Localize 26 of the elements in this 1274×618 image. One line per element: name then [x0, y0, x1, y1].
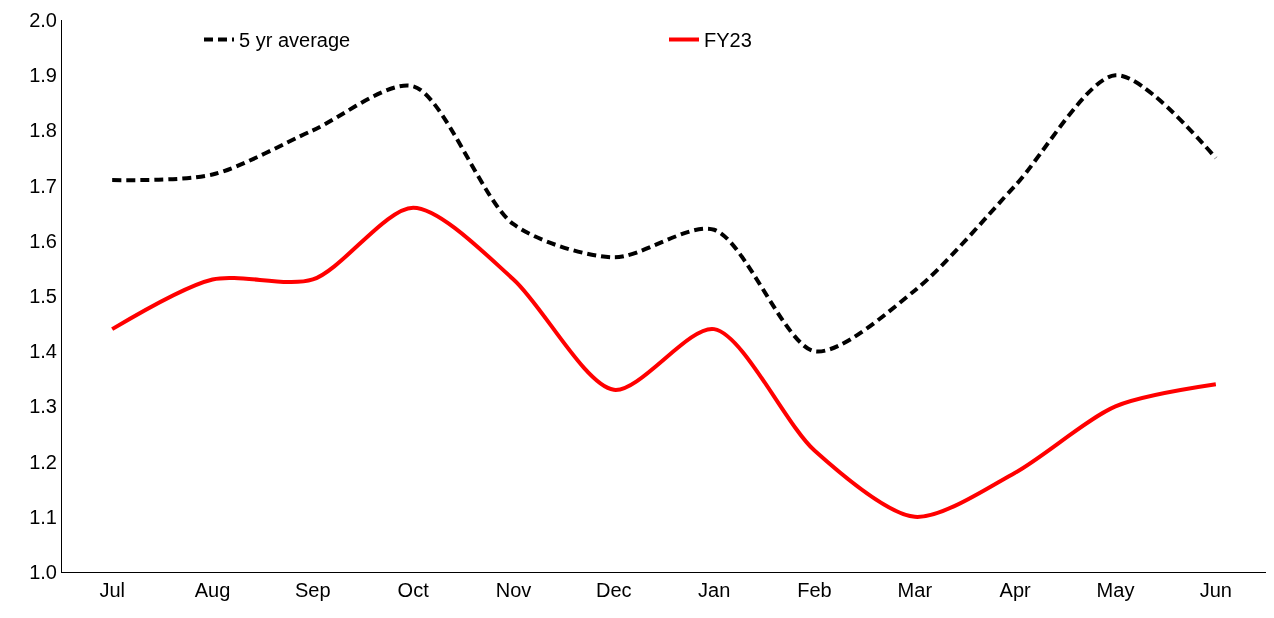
- x-tick-label: Apr: [999, 579, 1032, 601]
- x-tick-label: Nov: [495, 579, 532, 601]
- y-tick-label: 1.3: [29, 395, 57, 418]
- y-tick-label: 1.6: [29, 229, 57, 252]
- x-tick-label: Feb: [797, 579, 832, 601]
- legend-label: 5 yr average: [239, 29, 351, 52]
- x-tick-label: Dec: [596, 579, 632, 601]
- x-tick-label: May: [1096, 579, 1135, 601]
- y-tick-label: 1.1: [29, 505, 57, 528]
- y-tick-label: 2.0: [29, 9, 57, 31]
- legend-label: FY23: [704, 29, 752, 52]
- x-tick-label: Aug: [194, 579, 231, 601]
- x-tick-label: Oct: [397, 579, 430, 601]
- x-tick-label: Jun: [1199, 579, 1232, 601]
- x-tick-label: Mar: [897, 579, 933, 601]
- y-tick-label: 1.7: [29, 174, 57, 197]
- y-tick-label: 1.0: [29, 561, 57, 583]
- y-tick-label: 1.9: [29, 64, 57, 87]
- y-tick-label: 1.4: [29, 340, 57, 363]
- x-tick-label: Jul: [99, 579, 125, 601]
- x-tick-label: Jan: [698, 579, 731, 601]
- y-tick-label: 1.8: [29, 119, 57, 142]
- y-tick-label: 1.2: [29, 450, 57, 473]
- x-tick-label: Sep: [295, 579, 331, 601]
- y-tick-label: 1.5: [29, 285, 57, 307]
- line-series: [110, 205, 1218, 519]
